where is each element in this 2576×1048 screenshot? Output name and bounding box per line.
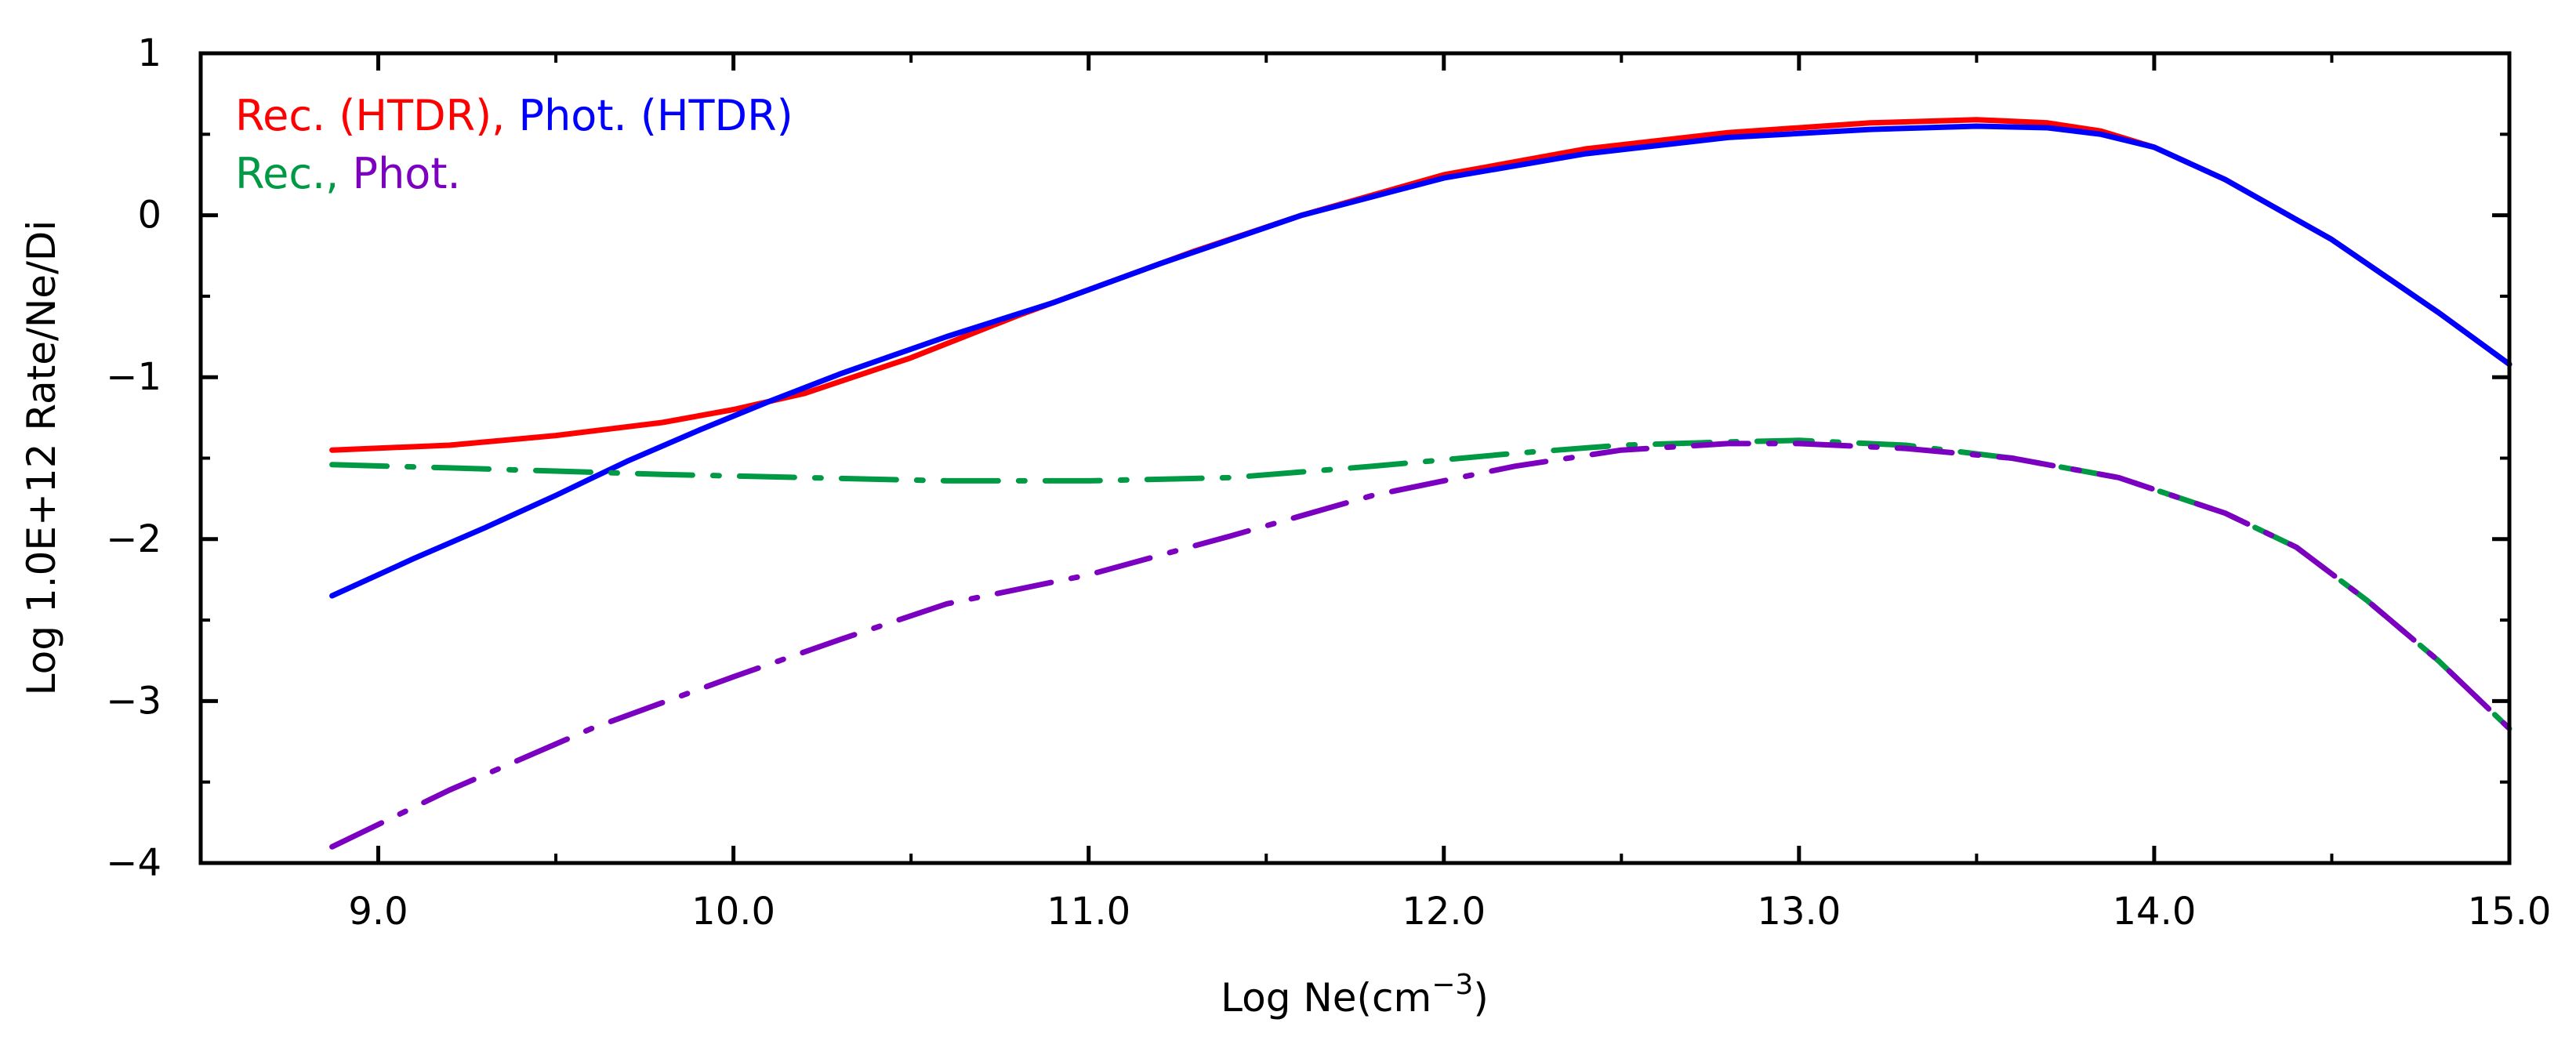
y-axis-title: Log 1.0E+12 Rate/Ne/Di (19, 220, 64, 696)
series-line-phot-htdr (329, 123, 2513, 599)
series-line-phot (329, 441, 2513, 850)
y-tick-label: −3 (106, 679, 161, 723)
legend: Rec. (HTDR), Phot. (HTDR) Rec., Phot. (235, 91, 793, 198)
x-tick-label: 13.0 (1757, 890, 1841, 934)
y-tick-label: −2 (106, 517, 161, 561)
plot-frame (198, 51, 2512, 865)
x-axis-title-close: ) (1473, 975, 1489, 1021)
x-tick-label: 14.0 (2112, 890, 2196, 934)
legend-entry: Rec. (HTDR), (235, 91, 505, 140)
y-tick-label: 1 (137, 31, 161, 75)
x-axis-title-text: Log Ne(cm (1221, 975, 1431, 1021)
y-tick-label: −1 (106, 355, 161, 399)
series-line-rec-htdr (329, 117, 2513, 453)
legend-row: Rec. (HTDR), Phot. (HTDR) (235, 91, 793, 140)
legend-entry: Rec., (235, 149, 339, 198)
y-tick-label: −4 (106, 841, 161, 885)
x-tick-label: 10.0 (691, 890, 775, 934)
legend-row: Rec., Phot. (235, 149, 461, 198)
x-tick-label: 11.0 (1047, 890, 1130, 934)
ticks-layer: 9.0 10.0 11.0 12.0 13.0 14.0 15.0 −4 −3 −2 −1 0 1 (106, 31, 2551, 934)
x-tick-label: 12.0 (1402, 890, 1486, 934)
x-axis-title-superscript: −3 (1431, 969, 1473, 1001)
x-axis-title: Log Ne(cm−3) (1221, 969, 1489, 1021)
legend-entry: Phot. (339, 149, 460, 198)
legend-entry: Phot. (HTDR) (505, 91, 793, 140)
x-tick-label: 9.0 (348, 890, 408, 934)
y-tick-label: 0 (137, 194, 161, 238)
x-tick-label: 15.0 (2468, 890, 2552, 934)
series-layer (329, 117, 2513, 850)
